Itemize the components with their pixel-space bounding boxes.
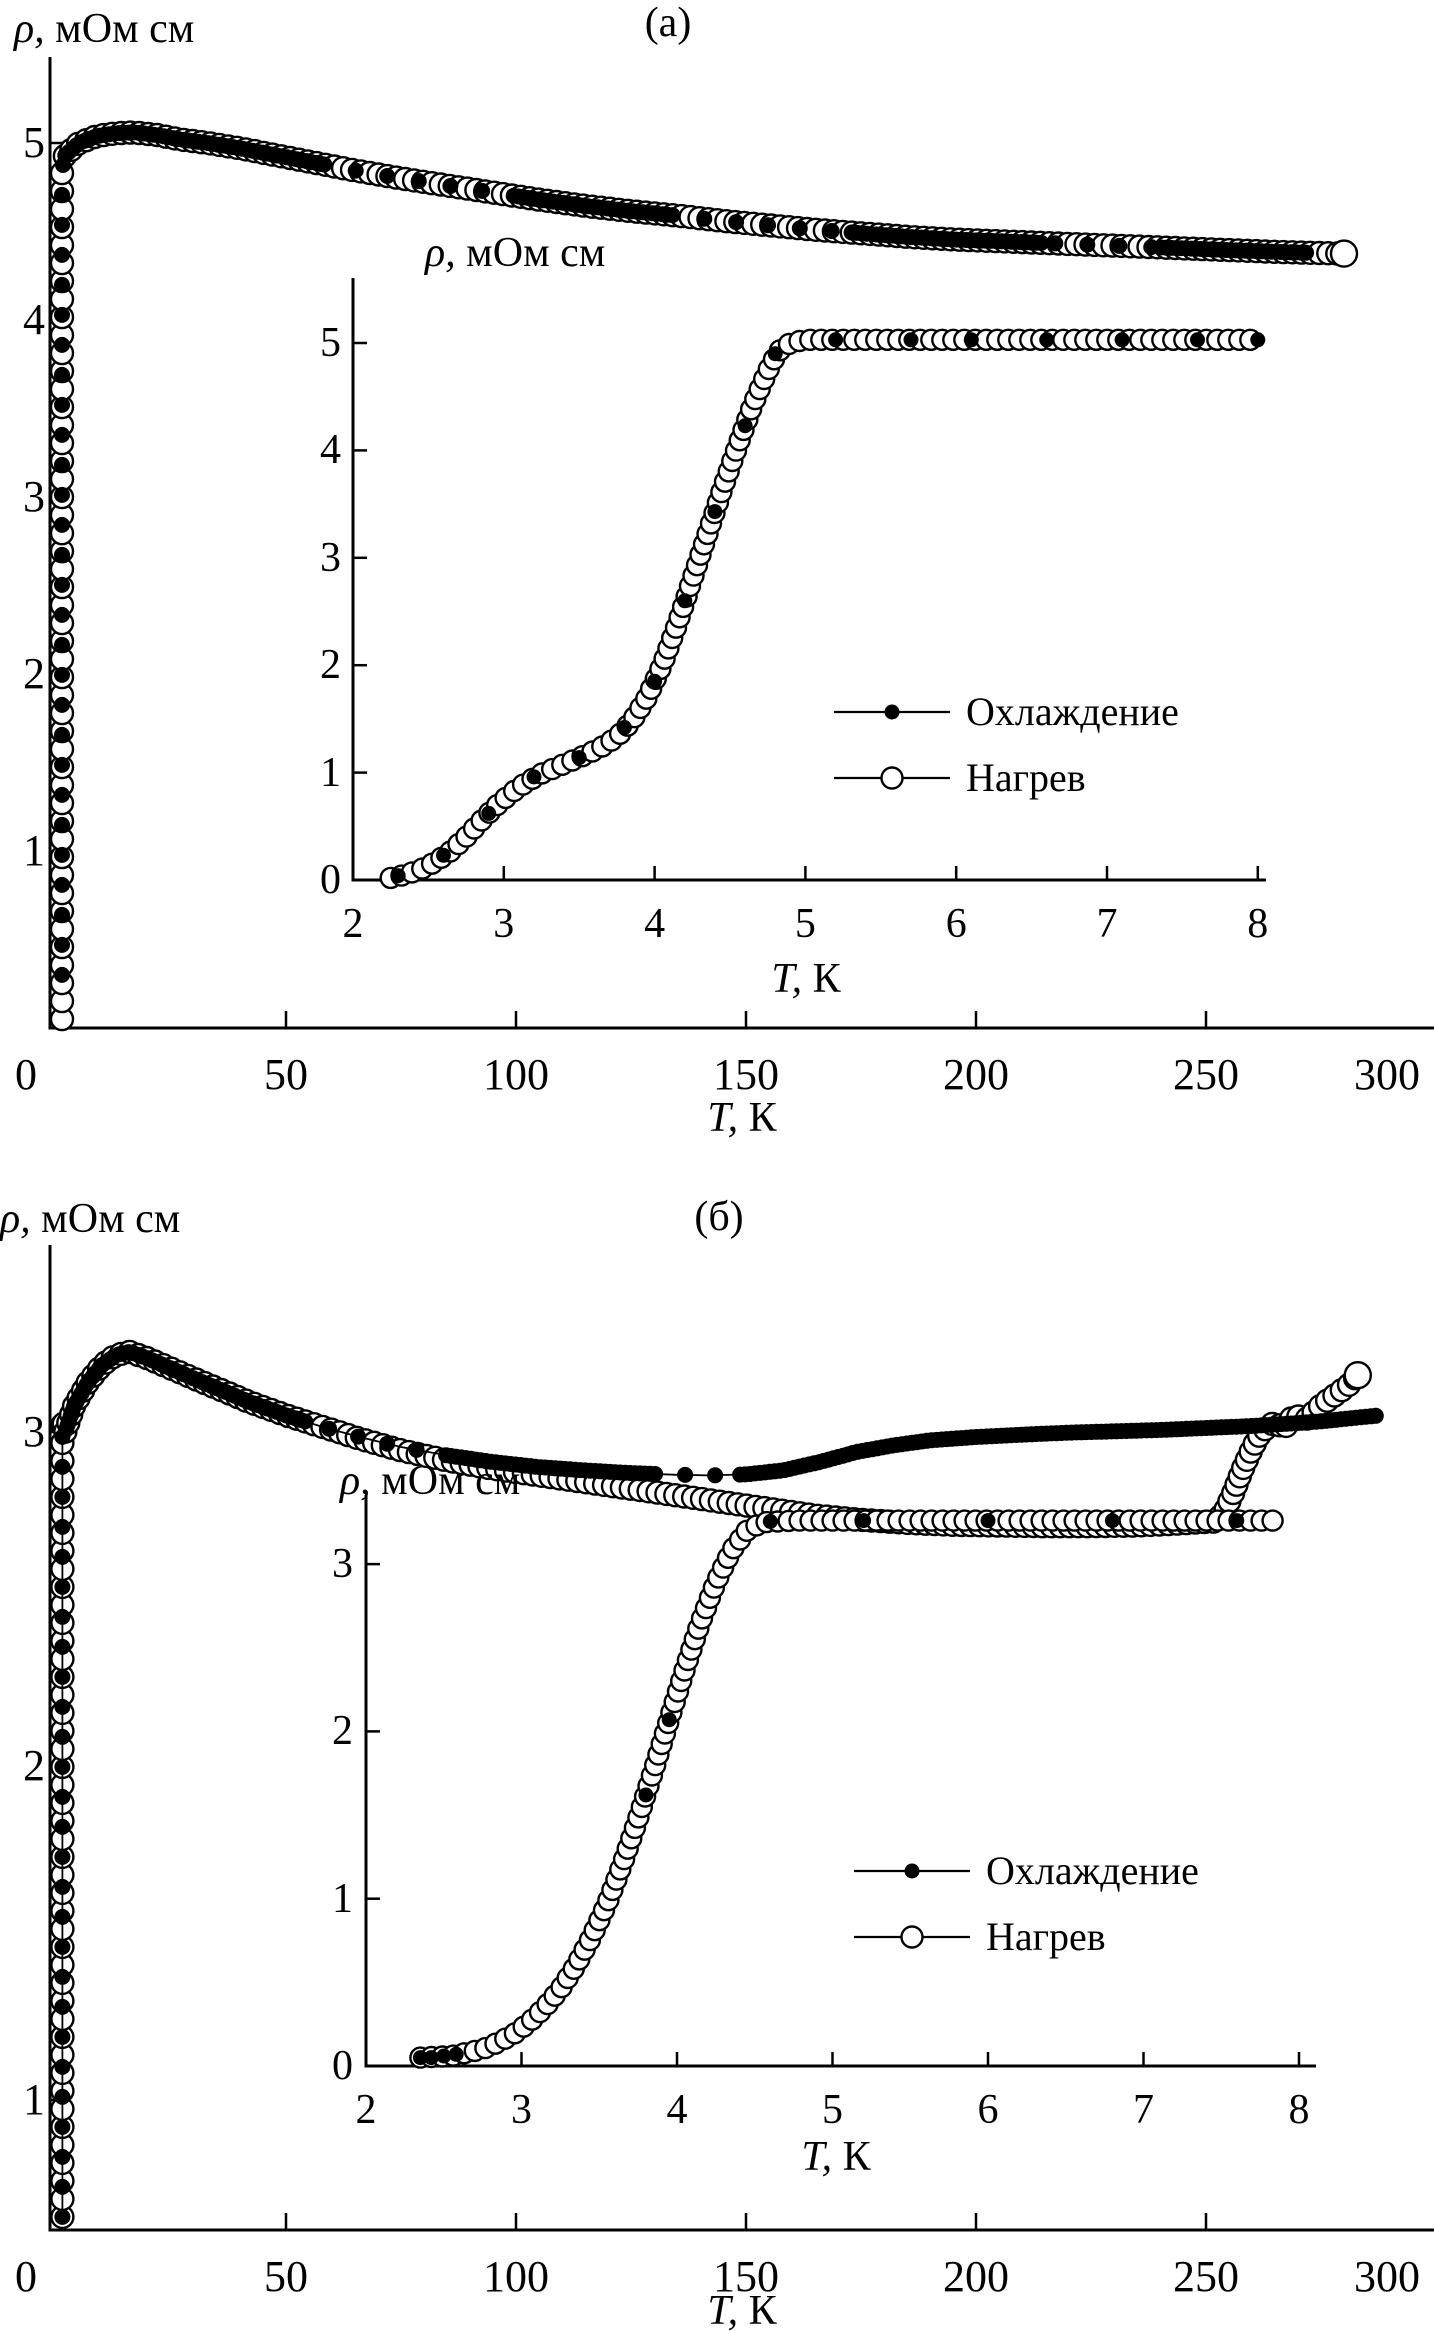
y-tick-label: 3 <box>23 1407 45 1456</box>
x-tick-label: 50 <box>264 1050 308 1099</box>
panel-a-x-axis-label: T, К <box>707 1095 777 1141</box>
x-tick-label: 7 <box>1096 901 1118 947</box>
x-tick-label: 3 <box>511 2087 532 2133</box>
y-tick-label: 2 <box>320 642 341 689</box>
y-tick-label: 4 <box>23 295 45 344</box>
open-circle-marker-icon <box>834 766 950 790</box>
legend-label-cooling-a: Охлаждение <box>966 689 1179 734</box>
panel-b-inset-x-axis-label: T, К <box>801 2134 871 2180</box>
legend-item-cooling-b: Охлаждение <box>852 1849 1199 1893</box>
legend-item-heating-b: Нагрев <box>852 1915 1106 1959</box>
x-tick-label: 2 <box>355 2087 377 2133</box>
panel-b-x-axis-label: T, К <box>707 2288 777 2331</box>
panel-b-y-axis-label: ρ, мОм см <box>0 1196 181 1242</box>
legend-label-heating-b: Нагрев <box>986 1914 1106 1959</box>
y-tick-label: 1 <box>23 826 45 875</box>
legend-item-heating-a: Нагрев <box>832 756 1086 800</box>
y-tick-label: 5 <box>320 320 341 366</box>
legend-item-cooling-a: Охлаждение <box>832 690 1179 734</box>
panel-a-inset-y-axis-label: ρ, мОм см <box>425 230 606 276</box>
x-tick-label: 4 <box>644 901 666 947</box>
y-tick-label: 2 <box>332 1708 353 1755</box>
open-circle-marker-icon <box>854 1925 970 1949</box>
y-tick-label: 3 <box>23 472 45 521</box>
y-tick-label: 1 <box>320 749 341 796</box>
x-tick-label: 4 <box>666 2087 688 2133</box>
filled-circle-marker-icon <box>834 704 950 720</box>
x-tick-label: 5 <box>822 2087 843 2133</box>
panel-b-title: (б) <box>694 1194 744 1240</box>
x-tick-label: 300 <box>1354 2252 1420 2301</box>
x-tick-label: 150 <box>713 2252 779 2301</box>
x-tick-label: 250 <box>1173 1050 1239 1099</box>
x-tick-label: 5 <box>794 901 816 947</box>
y-tick-label: 3 <box>332 1541 353 1588</box>
x-tick-label: 7 <box>1133 2087 1154 2133</box>
x-tick-label: 300 <box>1354 1050 1420 1099</box>
panel-a-inset-x-axis-label: T, К <box>771 956 841 1002</box>
x-tick-label: 200 <box>943 2252 1009 2301</box>
x-tick-label: 6 <box>945 901 967 947</box>
legend-label-cooling-b: Охлаждение <box>986 1848 1199 1893</box>
x-tick-label: 250 <box>1173 2252 1239 2301</box>
x-tick-label: 6 <box>977 2087 999 2133</box>
y-tick-label: 5 <box>23 118 45 167</box>
panel-a-y-axis-label: ρ, мОм см <box>14 6 195 52</box>
x-tick-label: 8 <box>1247 901 1269 947</box>
x-tick-label: 2 <box>342 901 364 947</box>
x-tick-label: 100 <box>483 1050 549 1099</box>
x-tick-label: 200 <box>943 1050 1009 1099</box>
panel-a-title: (а) <box>644 0 692 46</box>
y-tick-label: 1 <box>23 2075 45 2124</box>
y-tick-label: 2 <box>23 1741 45 1790</box>
y-tick-label: 2 <box>23 649 45 698</box>
x-tick-label: 150 <box>713 1050 779 1099</box>
y-tick-label: 1 <box>332 1875 353 1922</box>
panel-b-inset-y-axis-label: ρ, мОм см <box>340 1458 521 1504</box>
x-tick-label: 100 <box>483 2252 549 2301</box>
legend-label-heating-a: Нагрев <box>966 755 1086 800</box>
y-tick-label: 3 <box>320 534 341 581</box>
x-tick-label: 3 <box>493 901 515 947</box>
filled-circle-marker-icon <box>854 1863 970 1879</box>
y-tick-label: 4 <box>320 427 341 474</box>
x-tick-label: 50 <box>264 2252 308 2301</box>
x-tick-label: 0 <box>15 2252 37 2301</box>
y-tick-label: 0 <box>332 2043 353 2089</box>
x-tick-label: 8 <box>1288 2087 1310 2133</box>
y-tick-label: 0 <box>320 857 341 903</box>
x-tick-label: 0 <box>15 1050 37 1099</box>
